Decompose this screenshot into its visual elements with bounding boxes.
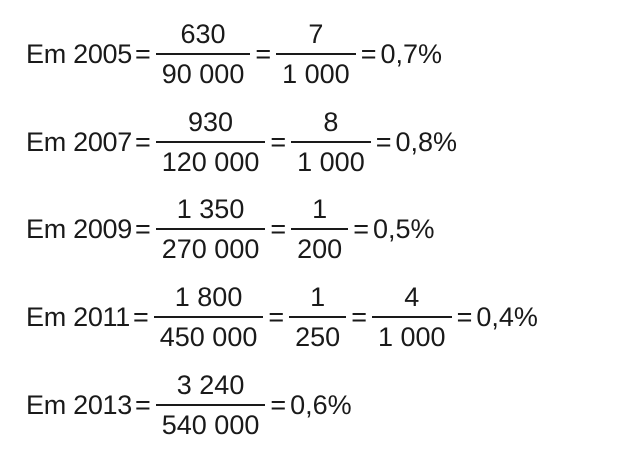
numerator: 7: [308, 19, 324, 49]
fraction-bar: [153, 316, 264, 318]
result-percent: 0,5%: [372, 213, 435, 244]
denominator: 1 000: [377, 322, 446, 352]
fraction-bar: [371, 316, 452, 318]
equals-sign: =: [134, 38, 151, 69]
denominator: 450 000: [159, 322, 258, 352]
result-percent: 0,6%: [290, 389, 352, 420]
fraction: 4 1 000: [371, 281, 452, 353]
fraction: 3 240 540 000: [155, 369, 266, 441]
fraction: 1 350 270 000: [155, 193, 266, 265]
equals-sign: =: [270, 389, 287, 420]
equals-sign: =: [255, 38, 272, 69]
fraction-bar: [155, 404, 266, 406]
equation-label: Em 2011: [26, 301, 130, 332]
fraction-bar: [289, 316, 347, 318]
numerator: 630: [180, 19, 226, 49]
equals-sign: =: [270, 213, 287, 244]
denominator: 200: [297, 234, 343, 264]
equation-row-2009: Em 2009 = 1 350 270 000 = 1 200 = 0,5%: [26, 193, 435, 265]
fraction-bar: [291, 141, 371, 143]
fraction-bar: [155, 141, 266, 143]
equation-label: Em 2005: [26, 38, 132, 69]
fraction: 1 800 450 000: [153, 281, 264, 353]
fraction-bar: [155, 228, 266, 230]
denominator: 120 000: [161, 147, 260, 177]
numerator: 1 350: [176, 194, 245, 224]
fraction: 1 200: [291, 193, 349, 265]
fraction-bar: [291, 228, 349, 230]
equals-sign: =: [456, 301, 473, 332]
equals-sign: =: [351, 301, 367, 332]
numerator: 3 240: [176, 370, 245, 400]
equation-label: Em 2009: [26, 213, 132, 244]
equals-sign: =: [134, 389, 151, 420]
numerator: 1: [310, 282, 326, 312]
denominator: 270 000: [161, 234, 260, 264]
equation-row-2005: Em 2005 = 630 90 000 = 7 1 000 = 0,7%: [26, 18, 442, 90]
fraction: 7 1 000: [276, 18, 356, 90]
numerator: 4: [404, 282, 420, 312]
fraction: 8 1 000: [291, 106, 371, 178]
fraction: 1 250: [289, 281, 347, 353]
numerator: 930: [188, 107, 234, 137]
result-percent: 0,4%: [476, 301, 538, 332]
fraction-bar: [276, 53, 356, 55]
denominator: 540 000: [161, 410, 260, 440]
denominator: 250: [295, 322, 341, 352]
numerator: 1: [312, 194, 328, 224]
fraction: 630 90 000: [155, 18, 251, 90]
equals-sign: =: [360, 38, 377, 69]
equals-sign: =: [132, 301, 149, 332]
equals-sign: =: [134, 213, 151, 244]
equation-row-2011: Em 2011 = 1 800 450 000 = 1 250 = 4 1 00…: [26, 281, 538, 353]
equation-row-2013: Em 2013 = 3 240 540 000 = 0,6%: [26, 369, 352, 441]
numerator: 1 800: [174, 282, 243, 312]
equals-sign: =: [134, 126, 151, 157]
numerator: 8: [323, 107, 339, 137]
result-percent: 0,7%: [380, 38, 443, 69]
equation-label: Em 2013: [26, 389, 132, 420]
denominator: 1 000: [282, 59, 350, 89]
denominator: 90 000: [161, 59, 245, 89]
equation-label: Em 2007: [26, 126, 132, 157]
fraction: 930 120 000: [155, 106, 266, 178]
fraction-bar: [155, 53, 251, 55]
result-percent: 0,8%: [395, 126, 458, 157]
equation-row-2007: Em 2007 = 930 120 000 = 8 1 000 = 0,8%: [26, 106, 457, 178]
equals-sign: =: [270, 126, 287, 157]
equals-sign: =: [268, 301, 285, 332]
equals-sign: =: [353, 213, 369, 244]
equals-sign: =: [375, 126, 392, 157]
denominator: 1 000: [297, 147, 365, 177]
